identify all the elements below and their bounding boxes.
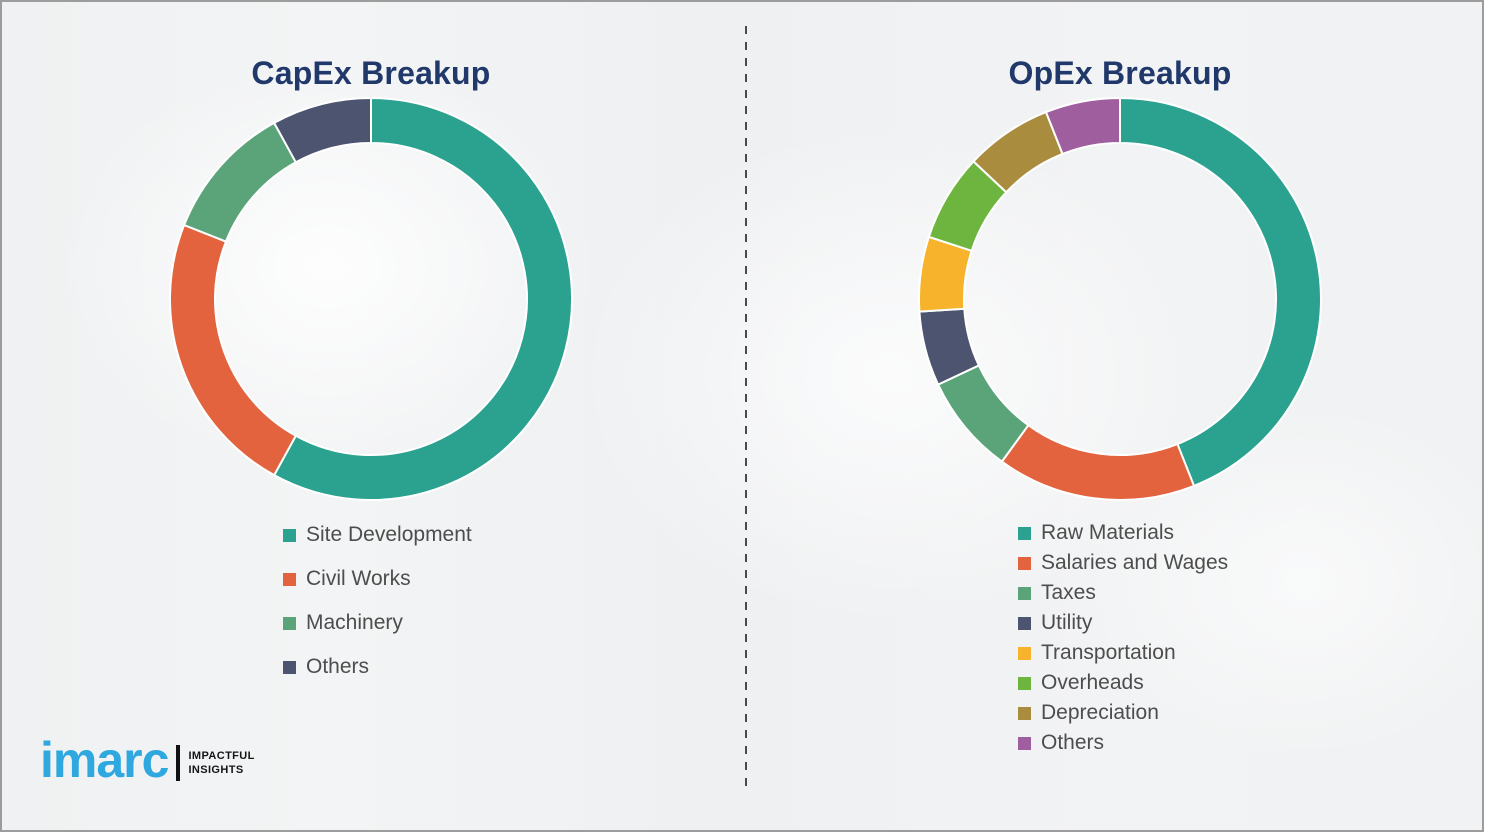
legend-item: Utility <box>1018 608 1228 638</box>
legend-swatch <box>283 616 296 630</box>
brand-wordmark: imarc <box>40 732 169 788</box>
legend-label: Depreciation <box>1041 701 1159 724</box>
legend-label: Machinery <box>306 611 403 634</box>
legend-label: Others <box>306 655 370 678</box>
legend-swatch <box>1018 556 1031 570</box>
donut-segment-machinery <box>182 121 298 243</box>
legend-swatch <box>283 572 296 586</box>
capex-chart-title: CapEx Breakup <box>251 54 491 91</box>
legend-item: Others <box>1018 728 1228 758</box>
donut-segment-salaries-and-wages <box>1000 423 1196 501</box>
imarc-logo: imarc IMPACTFUL INSIGHTS <box>40 735 255 785</box>
dashed-divider <box>745 26 747 792</box>
opex-chart-title: OpEx Breakup <box>1008 54 1232 91</box>
legend-label: Salaries and Wages <box>1041 551 1229 574</box>
legend-item: Raw Materials <box>1018 518 1228 548</box>
legend-swatch <box>283 660 296 674</box>
legend-item: Machinery <box>283 601 472 645</box>
legend-swatch <box>1018 616 1031 630</box>
opex-donut-chart <box>918 96 1322 501</box>
donut-segment-civil-works <box>169 223 298 477</box>
capex-legend: Site Development Civil Works Machinery Othe… <box>283 513 472 689</box>
legend-label: Raw Materials <box>1041 521 1175 544</box>
capex-donut-chart <box>169 96 573 501</box>
legend-label: Overheads <box>1041 671 1144 694</box>
tagline-line1: IMPACTFUL <box>188 749 255 762</box>
legend-swatch <box>283 528 296 542</box>
legend-item: Civil Works <box>283 557 472 601</box>
logo-tagline: IMPACTFUL INSIGHTS <box>188 749 254 778</box>
legend-item: Transportation <box>1018 638 1228 668</box>
legend-item: Depreciation <box>1018 698 1228 728</box>
legend-label: Site Development <box>306 523 472 546</box>
legend-label: Civil Works <box>306 567 411 590</box>
legend-label: Utility <box>1041 611 1093 634</box>
legend-label: Others <box>1041 731 1105 754</box>
opex-legend: Raw Materials Salaries and Wages Taxes Util… <box>1018 518 1228 758</box>
legend-swatch <box>1018 676 1031 690</box>
legend-swatch <box>1018 646 1031 660</box>
legend-swatch <box>1018 736 1031 750</box>
donut-segment-raw-materials <box>1119 96 1322 488</box>
legend-item: Taxes <box>1018 578 1228 608</box>
donut-segment-others <box>1044 96 1121 156</box>
donut-segment-site-development <box>272 96 573 501</box>
logo-separator-bar <box>176 745 181 781</box>
legend-swatch <box>1018 706 1031 720</box>
legend-item: Salaries and Wages <box>1018 548 1228 578</box>
legend-item: Overheads <box>1018 668 1228 698</box>
legend-label: Transportation <box>1041 641 1176 664</box>
legend-label: Taxes <box>1041 581 1096 604</box>
legend-swatch <box>1018 586 1031 600</box>
legend-item: Others <box>283 645 472 689</box>
legend-item: Site Development <box>283 513 472 557</box>
donut-segment-others <box>272 96 372 164</box>
tagline-line2: INSIGHTS <box>188 764 244 776</box>
legend-swatch <box>1018 526 1031 540</box>
